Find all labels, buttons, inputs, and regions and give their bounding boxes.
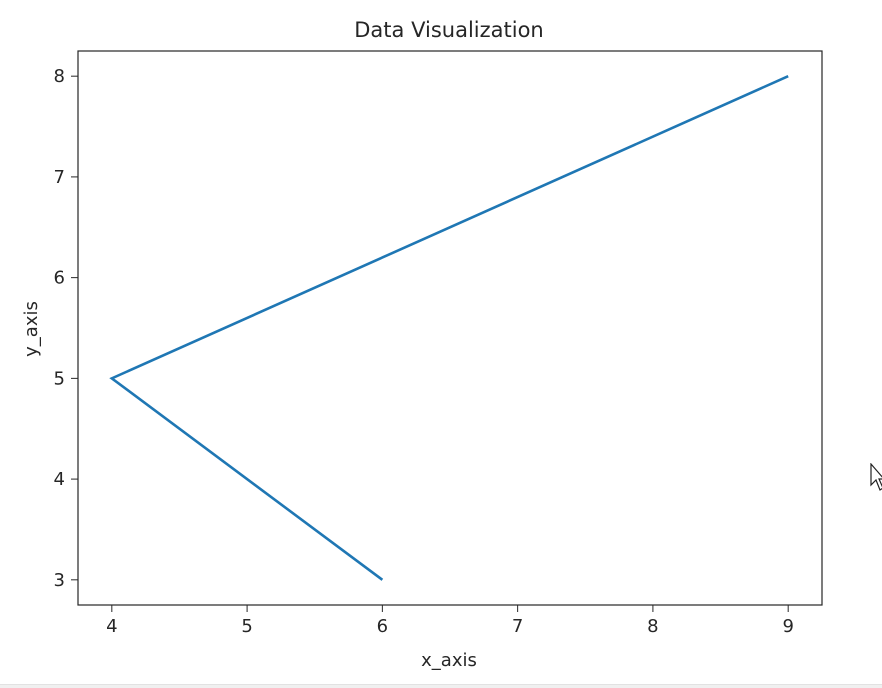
chart-title: Data Visualization	[354, 18, 543, 42]
x-tick-label: 6	[377, 616, 388, 637]
y-tick-label: 3	[54, 570, 65, 591]
x-tick-label: 7	[512, 616, 523, 637]
series-line	[109, 74, 789, 581]
series-layer	[109, 74, 789, 581]
y-tick-label: 4	[54, 469, 65, 490]
x-tick-label: 9	[782, 616, 793, 637]
x-tick-label: 5	[241, 616, 252, 637]
mouse-pointer-icon	[870, 463, 882, 491]
x-tick-label: 4	[106, 616, 117, 637]
y-tick-label: 5	[54, 368, 65, 389]
plot-frame	[77, 50, 823, 606]
y-tick-label: 6	[54, 268, 65, 289]
y-tick-label: 7	[54, 167, 65, 188]
x-tick-label: 8	[647, 616, 658, 637]
x-axis-title: x_axis	[421, 650, 477, 671]
y-tick-label: 8	[54, 66, 65, 87]
y-axis-title: y_axis	[21, 301, 42, 357]
bottom-strip	[0, 684, 882, 688]
y-axis-ticks: 3 4 5 6 7 8	[54, 66, 78, 591]
x-axis-ticks: 4 5 6 7 8 9	[106, 605, 794, 637]
